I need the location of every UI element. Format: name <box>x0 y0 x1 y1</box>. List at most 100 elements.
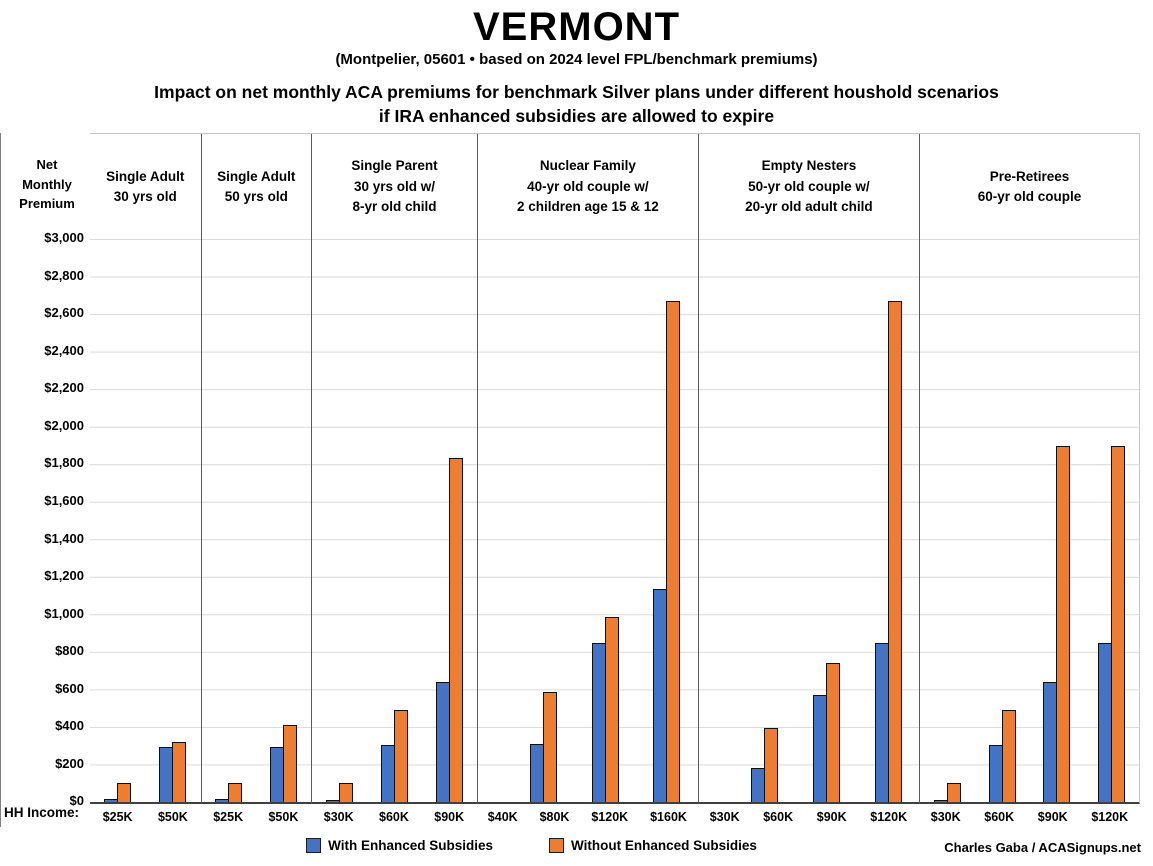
panel-header-line: 2 children age 15 & 12 <box>516 198 659 214</box>
y-axis-tick-label: $400 <box>55 718 84 734</box>
panel-header-line: Empty Nesters <box>761 158 857 174</box>
bar-with-enhanced-subsidies <box>159 746 174 803</box>
bar-without-enhanced-subsidies <box>604 617 619 803</box>
panel-header-line: 20-yr old adult child <box>745 198 873 214</box>
y-axis-ticks: $3,000 $2,800 $2,600 $2,400 $2,200 $2,000 $1,8… <box>8 230 84 808</box>
y-axis-tick-label: $2,800 <box>44 267 84 283</box>
legend-item-without-enhanced: Without Enhanced Subsidies <box>549 838 757 854</box>
bar-without-enhanced-subsidies <box>283 725 298 803</box>
bar-without-enhanced-subsidies <box>393 710 408 803</box>
chart-title: VERMONT <box>473 5 680 49</box>
y-axis-tick-label: $600 <box>55 680 84 696</box>
y-axis-tick-label: $800 <box>55 643 84 659</box>
y-axis-tick-label: $2,600 <box>44 305 84 321</box>
bar-group-30k <box>933 239 961 803</box>
panel-plot-area <box>918 239 1140 805</box>
panel-plot-area <box>697 239 919 805</box>
bar-group-25k <box>215 239 243 803</box>
credit-text: Charles Gaba / ACASignups.net <box>944 840 1141 856</box>
chart-left-border <box>0 133 1 828</box>
panel-category-labels: $30K $60K $90K $120K <box>919 804 1140 830</box>
bar-group-120k <box>1098 239 1126 803</box>
category-label: $120K <box>591 810 629 825</box>
scenario-panel: Pre-Retirees 60-yr old couple $30K $60K $90K… <box>918 134 1140 830</box>
panel-header: Single Adult 30 yrs old <box>90 134 201 239</box>
bar-group-60k <box>380 239 408 803</box>
bar-without-enhanced-subsidies <box>1111 445 1126 803</box>
legend-item-with-enhanced: With Enhanced Subsidies <box>306 838 493 854</box>
bar-without-enhanced-subsidies <box>764 728 779 803</box>
panel-category-labels: $30K $60K $90K $120K <box>698 804 919 830</box>
category-label: $30K <box>930 810 961 825</box>
y-axis-tick-label: $2,000 <box>44 417 84 433</box>
category-label: $90K <box>434 810 465 825</box>
scenario-panel: Single Parent 30 yrs old w/8-yr old child… <box>311 134 477 830</box>
bar-group-120k <box>874 239 902 803</box>
chart-panels: Single Adult 30 yrs old $25K $50K Single Adu… <box>90 133 1140 830</box>
bar-group-90k <box>435 239 463 803</box>
category-label: $30K <box>323 810 354 825</box>
bar-group-80k <box>529 239 557 803</box>
bar-without-enhanced-subsidies <box>887 301 902 803</box>
bar-group-60k <box>988 239 1016 803</box>
category-label: $30K <box>709 810 740 825</box>
bar-with-enhanced-subsidies <box>435 682 450 803</box>
panel-header-line: Single Adult <box>106 168 185 184</box>
panel-header: Nuclear Family 40-yr old couple w/2 child… <box>476 134 698 240</box>
category-label: $60K <box>984 810 1015 825</box>
bar-group-30k <box>326 239 354 803</box>
bar-without-enhanced-subsidies <box>448 457 463 803</box>
scenario-panel: Single Adult 50 yrs old $25K $50K <box>200 134 312 830</box>
panel-header-line: 40-yr old couple w/ <box>527 178 649 194</box>
scenario-panel: Nuclear Family 40-yr old couple w/2 child… <box>476 134 698 830</box>
y-axis-tick-label: $0 <box>69 793 84 809</box>
panel-header: Single Parent 30 yrs old w/8-yr old child <box>311 134 477 240</box>
bar-with-enhanced-subsidies <box>933 800 948 803</box>
bar-without-enhanced-subsidies <box>339 782 354 803</box>
bar-group-25k <box>104 239 132 803</box>
x-axis-label: HH Income: <box>4 805 80 821</box>
panel-header: Single Adult 50 yrs old <box>200 134 312 240</box>
category-label: $160K <box>650 810 687 825</box>
category-label: $80K <box>539 810 570 825</box>
bar-without-enhanced-subsidies <box>117 782 132 803</box>
bar-without-enhanced-subsidies <box>228 782 243 803</box>
y-axis-title-line: Monthly <box>22 176 72 192</box>
bar-with-enhanced-subsidies <box>1098 642 1113 803</box>
bar-group-90k <box>1043 239 1071 803</box>
panel-header-line: Pre-Retirees <box>989 168 1070 184</box>
category-label: $25K <box>102 810 133 825</box>
panel-category-labels: $30K $60K $90K <box>311 804 477 830</box>
bar-with-enhanced-subsidies <box>270 746 285 803</box>
category-label: $90K <box>1037 810 1068 825</box>
bar-without-enhanced-subsidies <box>542 691 557 803</box>
y-axis-tick-label: $1,600 <box>44 492 84 508</box>
panel-category-labels: $25K $50K <box>90 804 201 830</box>
y-axis-tick-label: $1,400 <box>44 530 84 546</box>
legend-label-without-enhanced: Without Enhanced Subsidies <box>571 838 757 854</box>
bar-with-enhanced-subsidies <box>215 798 230 803</box>
panel-header-line: 30 yrs old <box>113 188 177 204</box>
bar-group-90k <box>812 239 840 803</box>
bar-without-enhanced-subsidies <box>172 742 187 803</box>
panel-header-line: 60-yr old couple <box>977 188 1082 204</box>
bar-without-enhanced-subsidies <box>1056 445 1071 803</box>
panel-header: Empty Nesters 50-yr old couple w/20-yr ol… <box>697 134 919 240</box>
panel-header: Pre-Retirees 60-yr old couple <box>918 134 1140 240</box>
y-axis-title-line: Premium <box>19 196 75 212</box>
bar-group-160k <box>653 239 681 803</box>
panel-plot-area <box>476 239 698 805</box>
scenario-panel: Empty Nesters 50-yr old couple w/20-yr ol… <box>697 134 919 830</box>
bar-with-enhanced-subsidies <box>104 798 119 803</box>
y-axis-tick-label: $3,000 <box>44 230 84 246</box>
legend: With Enhanced Subsidies Without Enhanced… <box>0 838 1108 854</box>
category-label: $120K <box>870 810 908 825</box>
scenario-panel: Single Adult 30 yrs old $25K $50K <box>90 134 201 830</box>
bar-with-enhanced-subsidies <box>591 642 606 803</box>
category-label: $50K <box>268 810 299 825</box>
category-label: $50K <box>157 810 188 825</box>
category-label: $60K <box>763 810 794 825</box>
heading-line-1: Impact on net monthly ACA premiums for b… <box>154 82 999 102</box>
chart-subtitle: (Montpelier, 05601 • based on 2024 level… <box>335 51 818 68</box>
panel-header-line: Single Adult <box>217 168 296 184</box>
